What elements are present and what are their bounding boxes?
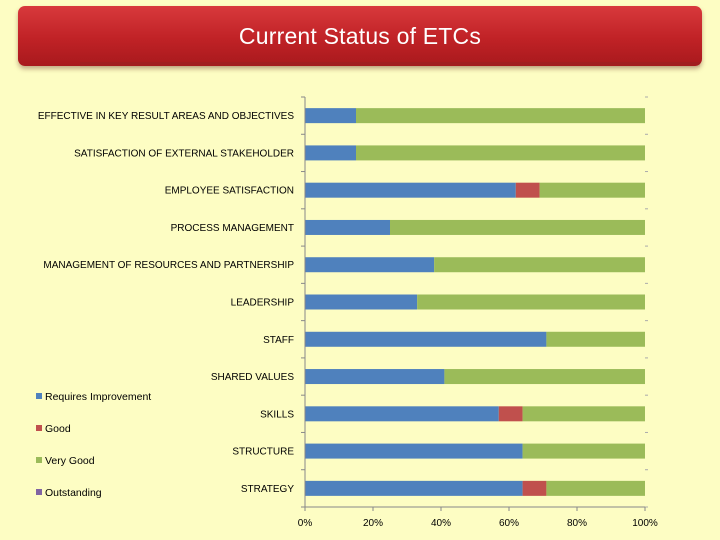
title-shadow xyxy=(80,62,700,68)
bar-requires-improvement-management-of-resources-and-partnership xyxy=(305,257,435,273)
category-label: PROCESS MANAGEMENT xyxy=(171,223,294,234)
bar-very-good-process-management xyxy=(390,219,645,235)
x-tick-labels: 0% 20% 40% 60% 80% 100% xyxy=(298,518,658,529)
x-tick-label: 60% xyxy=(499,518,519,529)
bar-good-employee-satisfaction xyxy=(515,182,540,198)
bar-requires-improvement-skills xyxy=(305,406,499,422)
legend-label-good: Good xyxy=(45,423,71,435)
category-labels: EFFECTIVE IN KEY RESULT AREAS AND OBJECT… xyxy=(38,111,295,495)
bar-very-good-staff xyxy=(546,331,645,347)
bar-very-good-leadership xyxy=(417,294,645,310)
bar-very-good-effective-in-key-result-areas-and-objectives xyxy=(356,108,645,124)
bar-requires-improvement-shared-values xyxy=(305,369,445,385)
x-tick-label: 20% xyxy=(363,518,383,529)
legend-swatch-outstanding xyxy=(36,489,42,495)
bar-requires-improvement-staff xyxy=(305,331,547,347)
category-label: MANAGEMENT OF RESOURCES AND PARTNERSHIP xyxy=(43,260,294,271)
axes-group xyxy=(301,96,648,511)
bar-very-good-skills xyxy=(522,406,645,422)
bar-requires-improvement-leadership xyxy=(305,294,418,310)
bar-requires-improvement-structure xyxy=(305,443,523,459)
category-label: SKILLS xyxy=(260,409,294,420)
legend-swatch-very-good xyxy=(36,457,42,463)
x-tick-label: 100% xyxy=(632,518,658,529)
bar-requires-improvement-strategy xyxy=(305,480,523,496)
bar-very-good-strategy xyxy=(546,480,645,496)
legend-label-requires-improvement: Requires Improvement xyxy=(45,391,151,403)
bar-good-strategy xyxy=(522,480,547,496)
bar-very-good-management-of-resources-and-partnership xyxy=(434,257,645,273)
bar-requires-improvement-process-management xyxy=(305,219,390,235)
legend-swatch-good xyxy=(36,425,42,431)
bar-very-good-employee-satisfaction xyxy=(539,182,645,198)
bar-requires-improvement-effective-in-key-result-areas-and-objectives xyxy=(305,108,356,124)
bars-group xyxy=(305,108,645,496)
category-label: STAFF xyxy=(263,335,294,346)
category-label: LEADERSHIP xyxy=(231,298,295,309)
legend-label-very-good: Very Good xyxy=(45,455,95,467)
category-label: STRATEGY xyxy=(241,484,294,495)
chart-title: Current Status of ETCs xyxy=(238,22,482,49)
bar-good-skills xyxy=(498,406,523,422)
x-tick-label: 80% xyxy=(567,518,587,529)
bar-requires-improvement-employee-satisfaction xyxy=(305,182,516,198)
category-label: SATISFACTION OF EXTERNAL STAKEHOLDER xyxy=(74,148,294,159)
legend-label-outstanding: Outstanding xyxy=(45,487,102,499)
category-label: EMPLOYEE SATISFACTION xyxy=(165,186,294,197)
category-label: STRUCTURE xyxy=(232,447,294,458)
bar-requires-improvement-satisfaction-of-external-stakeholder xyxy=(305,145,356,161)
legend-swatch-requires-improvement xyxy=(36,393,42,399)
bar-very-good-satisfaction-of-external-stakeholder xyxy=(356,145,645,161)
category-label: EFFECTIVE IN KEY RESULT AREAS AND OBJECT… xyxy=(38,111,295,122)
bar-very-good-shared-values xyxy=(444,369,645,385)
legend: Requires Improvement Good Very Good Outstan… xyxy=(36,391,151,499)
bar-very-good-structure xyxy=(522,443,645,459)
title-banner: Current Status of ETCs xyxy=(18,6,702,66)
x-tick-label: 0% xyxy=(298,518,313,529)
category-label: SHARED VALUES xyxy=(211,372,295,383)
x-tick-label: 40% xyxy=(431,518,451,529)
